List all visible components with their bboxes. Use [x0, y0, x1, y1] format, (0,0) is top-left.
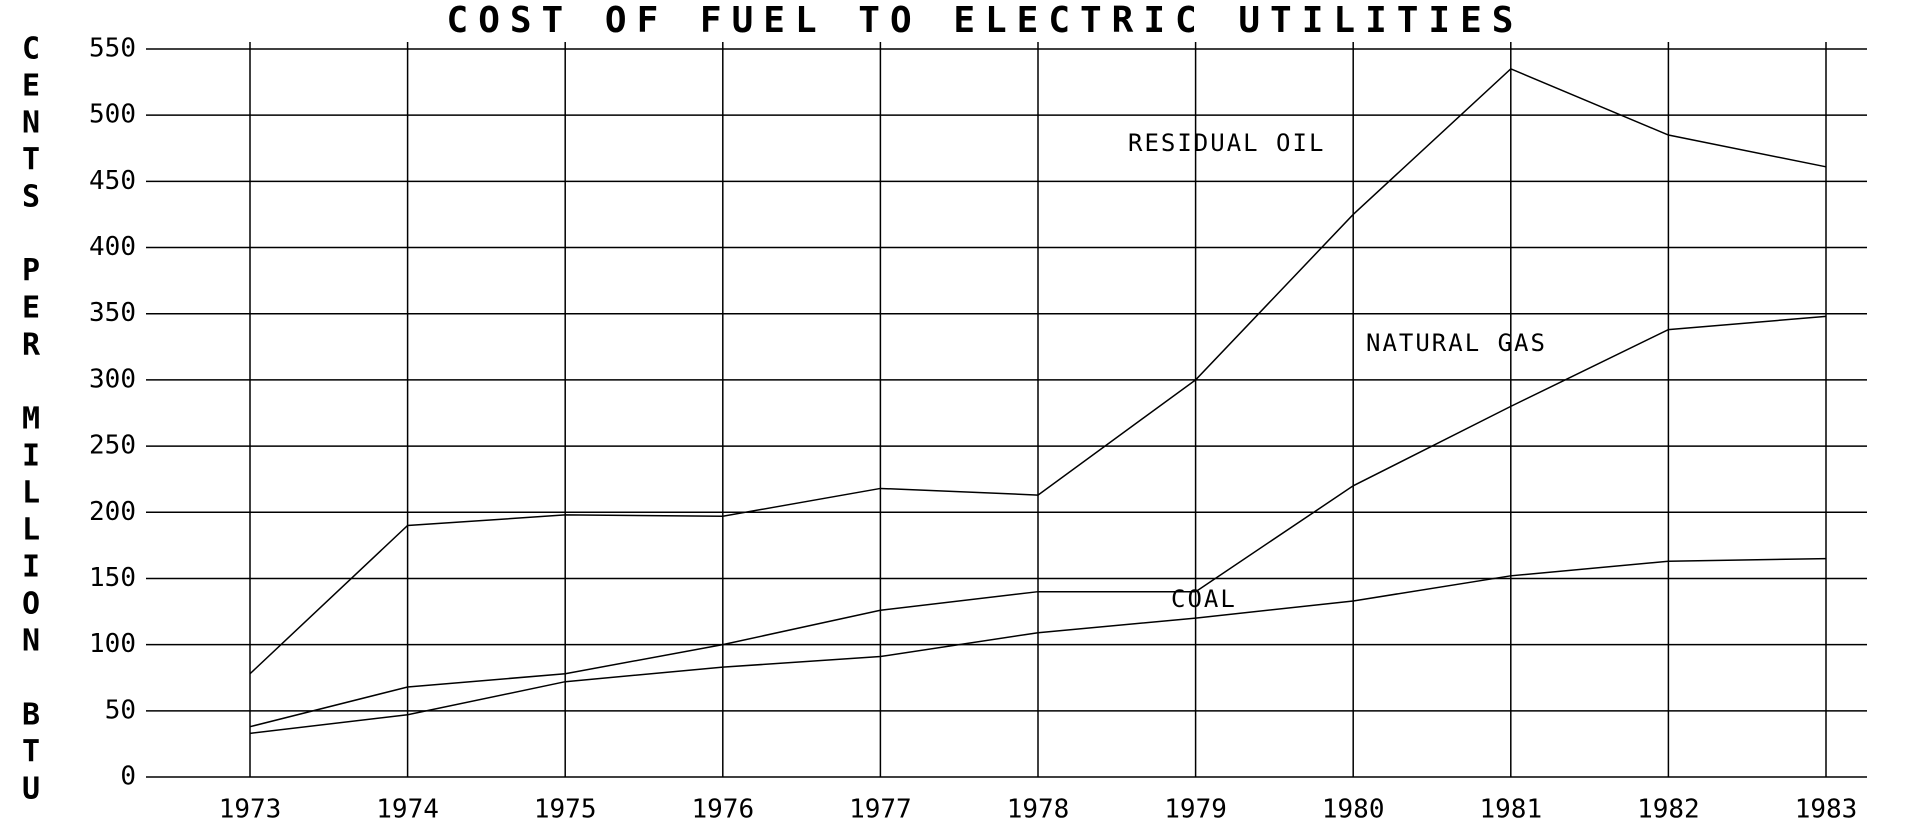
- y-tick-label: 450: [89, 166, 136, 196]
- x-tick-label: 1974: [376, 795, 439, 825]
- x-tick-label: 1982: [1637, 795, 1700, 825]
- x-tick-label: 1977: [849, 795, 912, 825]
- x-tick-label: 1979: [1164, 795, 1227, 825]
- x-tick-label: 1976: [691, 795, 754, 825]
- y-tick-label: 200: [89, 497, 136, 527]
- x-tick-label: 1981: [1479, 795, 1542, 825]
- series-annotation: NATURAL GAS: [1366, 329, 1547, 357]
- chart-title: COST OF FUEL TO ELECTRIC UTILITIES: [447, 0, 1524, 41]
- y-tick-label: 150: [89, 563, 136, 593]
- y-tick-label: 100: [89, 629, 136, 659]
- y-tick-label: 300: [89, 364, 136, 394]
- series-annotation: RESIDUAL OIL: [1128, 129, 1325, 157]
- y-tick-label: 250: [89, 431, 136, 461]
- y-tick-label: 500: [89, 100, 136, 130]
- x-tick-label: 1973: [219, 795, 282, 825]
- series-annotation: COAL: [1171, 585, 1237, 613]
- x-tick-label: 1980: [1322, 795, 1385, 825]
- y-tick-label: 0: [120, 762, 136, 792]
- series-line: [249, 67, 1827, 675]
- y-tick-label: 400: [89, 232, 136, 262]
- y-tick-label: 50: [105, 695, 136, 725]
- x-tick-label: 1983: [1795, 795, 1858, 825]
- series-line: [249, 557, 1827, 735]
- x-tick-label: 1978: [1007, 795, 1070, 825]
- series-line: [249, 315, 1827, 728]
- y-tick-label: 350: [89, 298, 136, 328]
- y-axis-label: CENTS PER MILLION BTU: [14, 32, 49, 809]
- x-tick-label: 1975: [534, 795, 597, 825]
- y-tick-label: 550: [89, 34, 136, 64]
